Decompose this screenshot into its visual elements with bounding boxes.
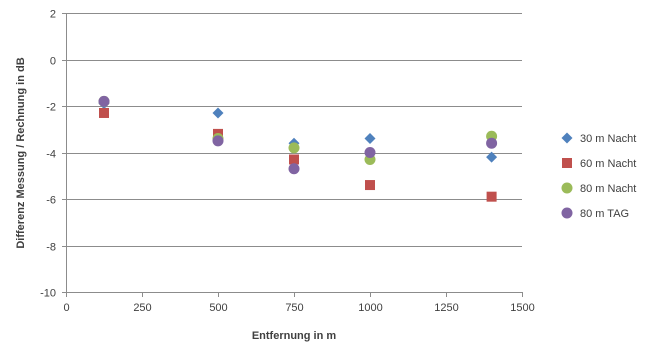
x-tick-label: 500 [209,302,227,314]
data-point-series-1 [486,151,498,163]
y-tick-label: 2 [50,9,56,21]
legend-marker-2 [562,158,572,168]
x-tick-label: 250 [133,302,151,314]
data-point-series-4 [288,163,300,175]
x-tick-label: 0 [63,302,69,314]
x-tick-label: 1250 [434,302,458,314]
legend-label-2: 60 m Nacht [580,158,636,170]
legend-label-4: 80 m TAG [580,208,629,220]
legend-label-1: 30 m Nacht [580,133,636,145]
legend-marker-4 [561,207,573,219]
data-point-series-1 [364,133,376,145]
data-point-series-2 [486,191,497,202]
y-tick-label: -6 [46,195,56,207]
tick-labels: 2 0 -2 -4 -6 -8 -10 0 250 500 750 1000 1250 1500 [40,9,535,315]
legend: 30 m Nacht 60 m Nacht 80 m Nacht 80 m TAG [561,132,636,220]
legend-marker-3 [561,182,573,194]
data-point-series-2 [289,154,299,165]
legend-marker-1 [561,132,573,144]
data-point-series-4 [364,147,376,158]
legend-label-3: 80 m Nacht [580,183,636,195]
axes [62,13,523,297]
data-point-series-2 [99,107,109,118]
y-tick-label: -10 [40,288,56,300]
data-point-series-1 [212,107,224,119]
data-point-series-4 [212,135,224,147]
y-tick-label: -2 [46,102,56,114]
x-tick-label: 750 [285,302,303,314]
data-points [98,95,498,202]
data-point-series-3 [288,142,300,154]
x-tick-label: 1500 [510,302,534,314]
y-tick-label: 0 [50,56,56,68]
x-axis-title: Entfernung in m [252,330,337,342]
y-tick-label: -8 [46,242,56,254]
data-point-series-4 [98,95,110,107]
x-tick-label: 1000 [358,302,382,314]
y-tick-label: -4 [46,149,56,161]
y-axis-title: Differenz Messung / Rechnung in dB [15,57,27,248]
data-point-series-4 [486,137,498,149]
data-point-series-2 [365,180,375,191]
